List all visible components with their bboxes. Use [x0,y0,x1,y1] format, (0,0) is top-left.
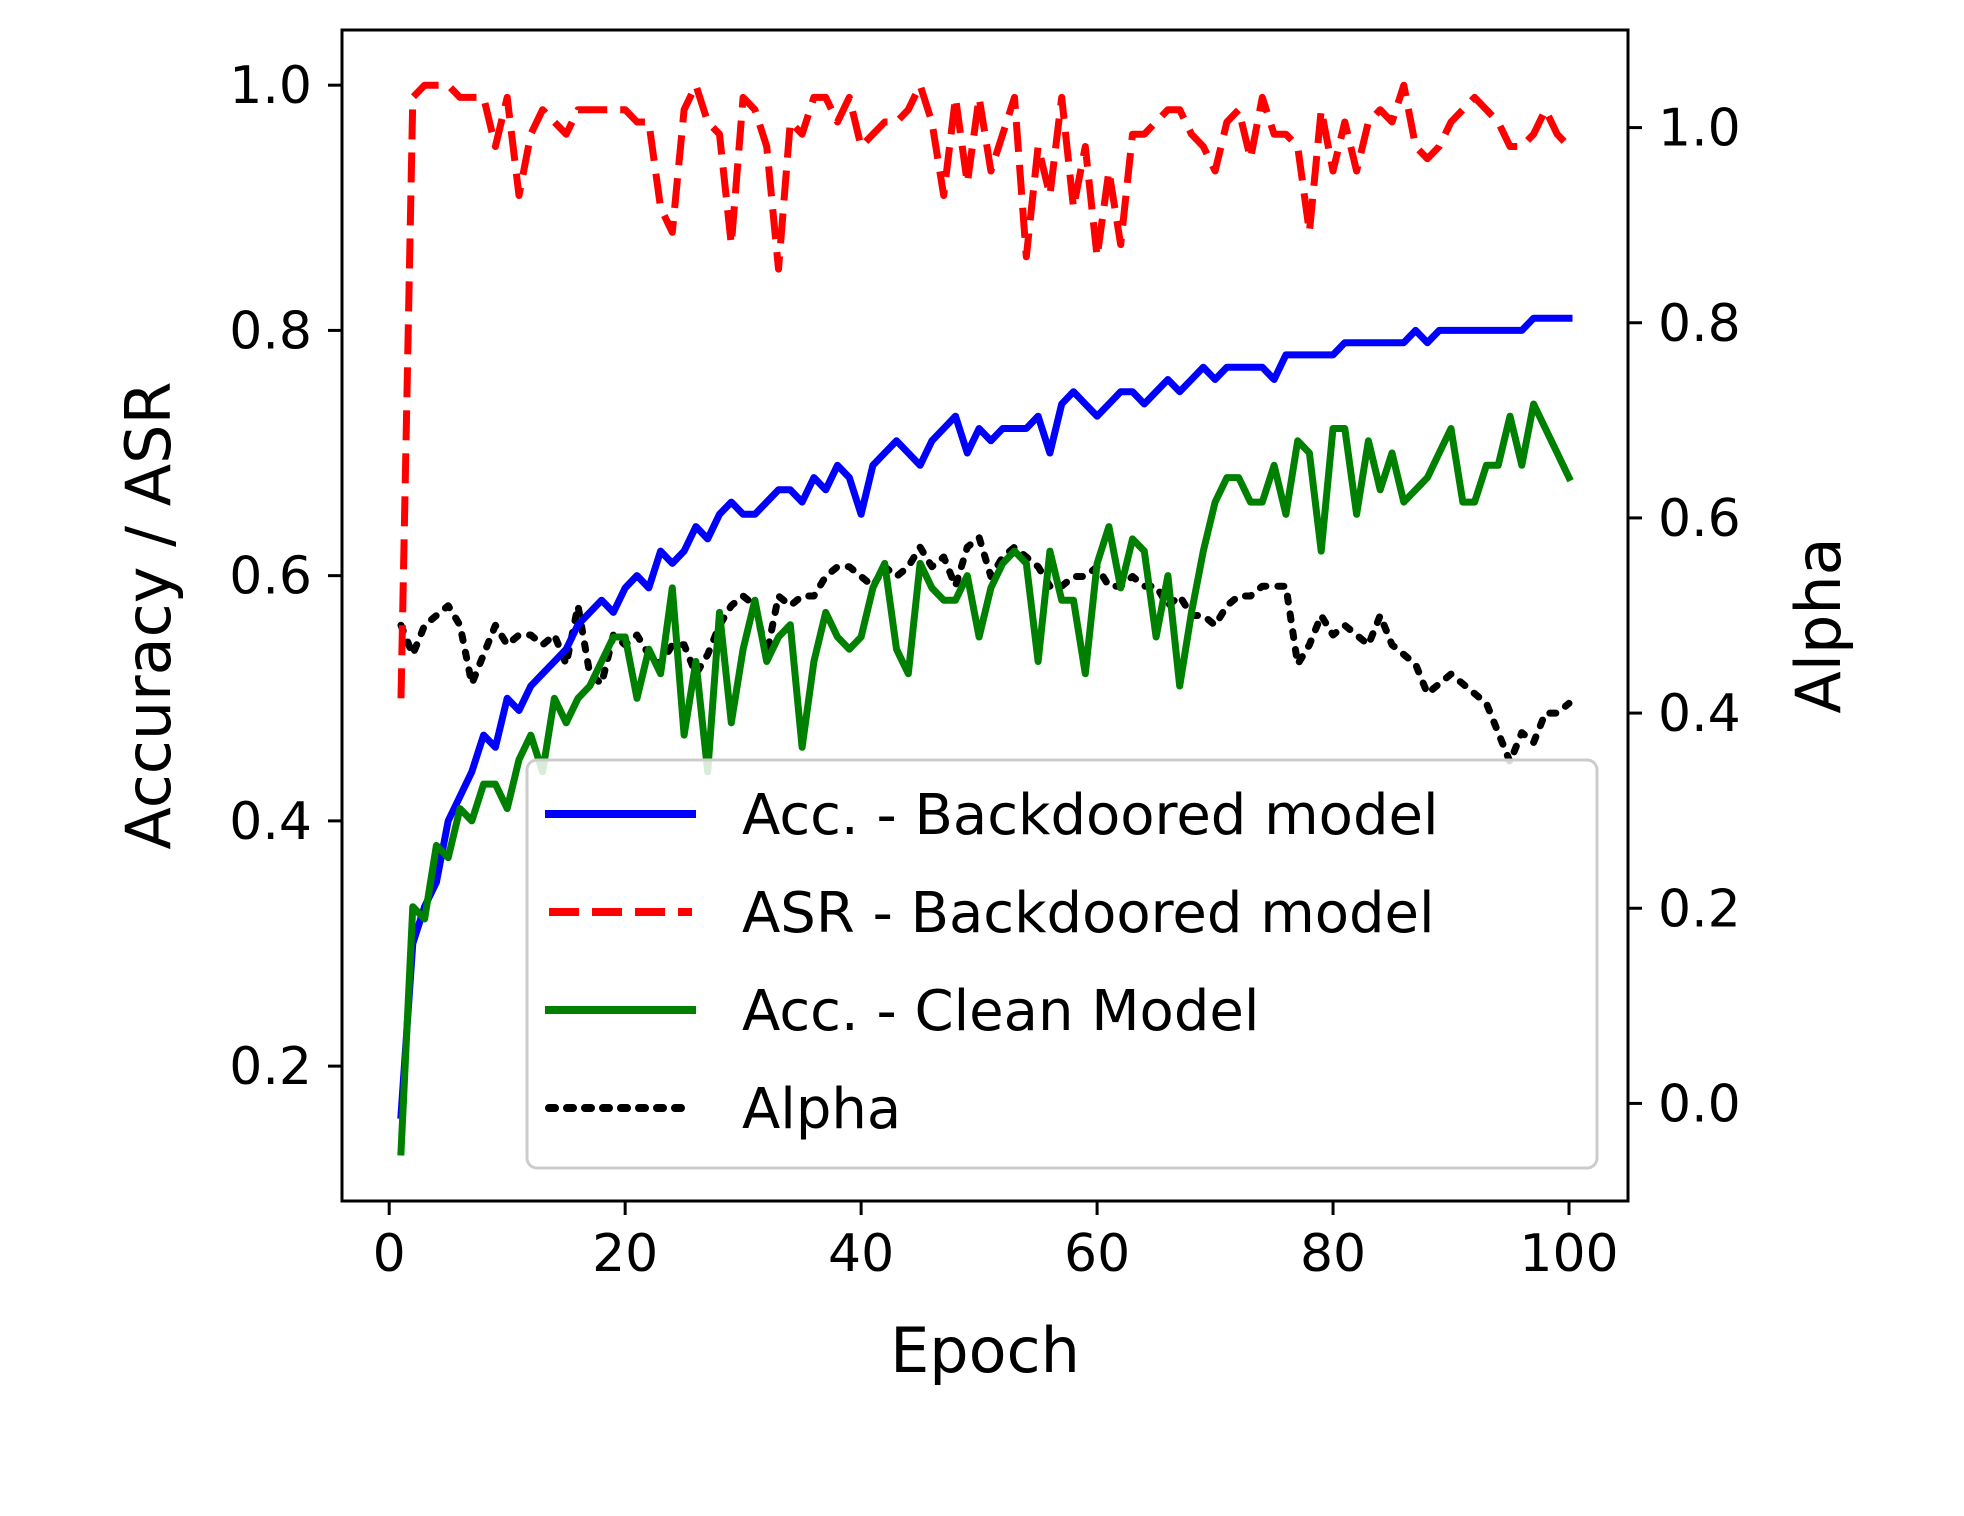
x-axis-label: Epoch [890,1314,1080,1387]
axes-frame [340,28,1630,1203]
legend-label-acc-clean-model: Acc. - Clean Model [742,979,1259,1044]
y-axis-label: Accuracy / ASR [112,381,185,849]
x-tick-label: 80 [1300,1224,1366,1284]
y-tick-label: 0.6 [229,547,312,607]
legend-label-acc-backdoored-model: Acc. - Backdoored model [742,783,1439,848]
legend: Acc. - Backdoored model ASR - Backdoored … [525,758,1599,1170]
y2-tick-label: 0.0 [1658,1074,1741,1134]
series-line-acc-backdoored-model [397,314,1573,1119]
legend-label-alpha: Alpha [742,1077,901,1142]
x-tick-label: 60 [1064,1224,1130,1284]
y-tick-label: 0.2 [229,1037,312,1097]
y2-axis-label: Alpha [1782,537,1855,713]
legend-label-asr-backdoored-model: ASR - Backdoored model [742,881,1435,946]
y2-tick-label: 0.2 [1658,879,1741,939]
x-tick-label: 0 [373,1224,406,1284]
x-tick-label: 20 [592,1224,658,1284]
x-tick-label: 40 [828,1224,894,1284]
y-tick-label: 0.4 [229,792,312,852]
x-tick-label: 100 [1519,1224,1618,1284]
series-layer [397,81,1574,1156]
axes-layer: 0 20 40 60 80 100 0.2 0.4 0.6 0.8 1.0 0.0 0.2 0.4 0.6 0… [112,28,1855,1387]
legend-box [525,758,1599,1170]
y2-tick-label: 0.4 [1658,684,1741,744]
y2-tick-label: 0.6 [1658,489,1741,549]
y-tick-label: 0.8 [229,301,312,361]
y2-tick-label: 0.8 [1658,294,1741,354]
series-line-acc-clean-model [397,400,1574,1156]
y-tick-label: 1.0 [229,56,312,116]
y2-tick-label: 1.0 [1658,99,1741,159]
series-line-asr-backdoored-model [397,81,1572,699]
